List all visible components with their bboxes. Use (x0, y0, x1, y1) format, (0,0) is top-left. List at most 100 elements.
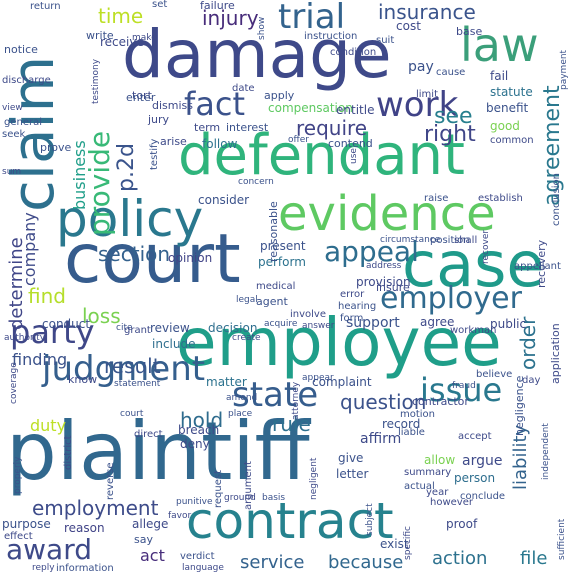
cloud-word: receive (100, 35, 144, 49)
cloud-word: agent (256, 295, 288, 308)
cloud-word: prove (40, 141, 72, 154)
cloud-word: specific (403, 525, 413, 560)
cloud-word: question (340, 390, 427, 414)
cloud-word: summary (404, 467, 452, 478)
cloud-word: concern (238, 177, 274, 187)
cloud-word: discharge (2, 75, 51, 86)
cloud-word: exist (380, 537, 409, 551)
cloud-word: provision (356, 275, 411, 289)
cloud-word: statute (490, 85, 533, 99)
cloud-word: injury (202, 6, 259, 30)
cloud-word: write (86, 29, 114, 42)
cloud-word: follow (202, 137, 238, 151)
cloud-word: court (120, 409, 144, 419)
cloud-word: support (346, 315, 400, 331)
cloud-word: properly (13, 456, 23, 495)
cloud-word: basis (262, 493, 286, 503)
cloud-word: make (132, 33, 157, 43)
cloud-word: conclude (460, 491, 506, 502)
cloud-word: employer (380, 281, 522, 316)
cloud-word: business (70, 140, 89, 210)
cloud-word: benefit (486, 101, 529, 115)
cloud-word: involve (290, 309, 327, 320)
cloud-word: work (376, 85, 459, 125)
cloud-word: present (260, 239, 306, 253)
cloud-word: provide (83, 130, 116, 236)
cloud-word: information (56, 563, 114, 574)
cloud-word: finding (12, 350, 68, 369)
cloud-word: issue (420, 371, 503, 409)
cloud-word: employee (176, 304, 502, 381)
cloud-word: error (340, 289, 365, 300)
cloud-word: application (549, 323, 562, 384)
cloud-word: punitive (176, 497, 213, 507)
cloud-word: require (296, 116, 368, 140)
cloud-word: testimony (91, 58, 101, 104)
cloud-word: time (98, 4, 144, 28)
cloud-word: result (104, 354, 161, 378)
cloud-word: opinion (168, 251, 213, 265)
cloud-word: raise (424, 193, 449, 204)
cloud-word: person (454, 471, 496, 485)
cloud-word: motion (400, 409, 436, 420)
cloud-word: return (30, 1, 61, 12)
cloud-word: contend (328, 137, 373, 150)
cloud-word: reply (32, 563, 55, 573)
cloud-word: award (6, 533, 93, 566)
cloud-word: offer (288, 135, 309, 145)
cloud-word: allege (132, 517, 169, 531)
cloud-word: record (382, 417, 421, 431)
cloud-word: section (98, 242, 171, 266)
cloud-word: circumstance (380, 235, 441, 245)
cloud-word: seek (2, 129, 26, 140)
cloud-word: service (240, 552, 305, 573)
cloud-word: sufficient (557, 518, 567, 560)
cloud-word: date (232, 83, 255, 94)
cloud-word: court (64, 220, 241, 299)
cloud-word: complaint (312, 375, 372, 389)
cloud-word: act (140, 546, 165, 565)
cloud-word: authority (4, 333, 46, 343)
cloud-word: because (328, 552, 404, 573)
cloud-word: proof (446, 517, 478, 531)
cloud-word: apply (264, 89, 295, 102)
cloud-word: create (232, 333, 261, 343)
cloud-word: attorney (291, 381, 301, 420)
cloud-word: give (338, 451, 364, 465)
cloud-word: know (68, 373, 98, 386)
cloud-word: dismiss (152, 99, 194, 112)
cloud-word: tort (132, 89, 152, 102)
cloud-word: consider (198, 193, 250, 207)
cloud-word: position (430, 235, 470, 246)
cloud-word: insurance (378, 0, 476, 24)
cloud-word: contractor (412, 395, 469, 408)
cloud-word: damage (122, 16, 392, 93)
cloud-word: evidence (278, 186, 496, 242)
cloud-word: affirm (360, 431, 402, 447)
cloud-word: defendant (178, 123, 465, 188)
cloud-word: breach (178, 423, 220, 437)
cloud-word: place (228, 409, 253, 419)
cloud-word: liable (398, 427, 425, 438)
cloud-word: negligence (513, 375, 526, 436)
cloud-word: hold (180, 408, 224, 432)
cloud-word: include (152, 337, 196, 351)
cloud-word: failure (200, 0, 235, 12)
cloud-word: appear (302, 373, 334, 383)
cloud-word: favor (168, 511, 192, 521)
cloud-word: duty (30, 416, 67, 435)
cloud-word: deny (180, 437, 210, 451)
cloud-word: cost (396, 19, 421, 33)
cloud-word: conduct (42, 317, 91, 331)
cloud-word: medical (256, 281, 296, 292)
cloud-word: testify (149, 138, 160, 170)
cloud-word: coverage (9, 362, 19, 404)
cloud-word: cite (116, 323, 133, 333)
cloud-word: interest (226, 121, 269, 134)
cloud-word: ground (224, 493, 256, 503)
cloud-word: negligent (309, 457, 319, 500)
cloud-word: notice (4, 43, 38, 56)
cloud-word: entitle (336, 103, 375, 117)
cloud-word: company (20, 212, 39, 286)
